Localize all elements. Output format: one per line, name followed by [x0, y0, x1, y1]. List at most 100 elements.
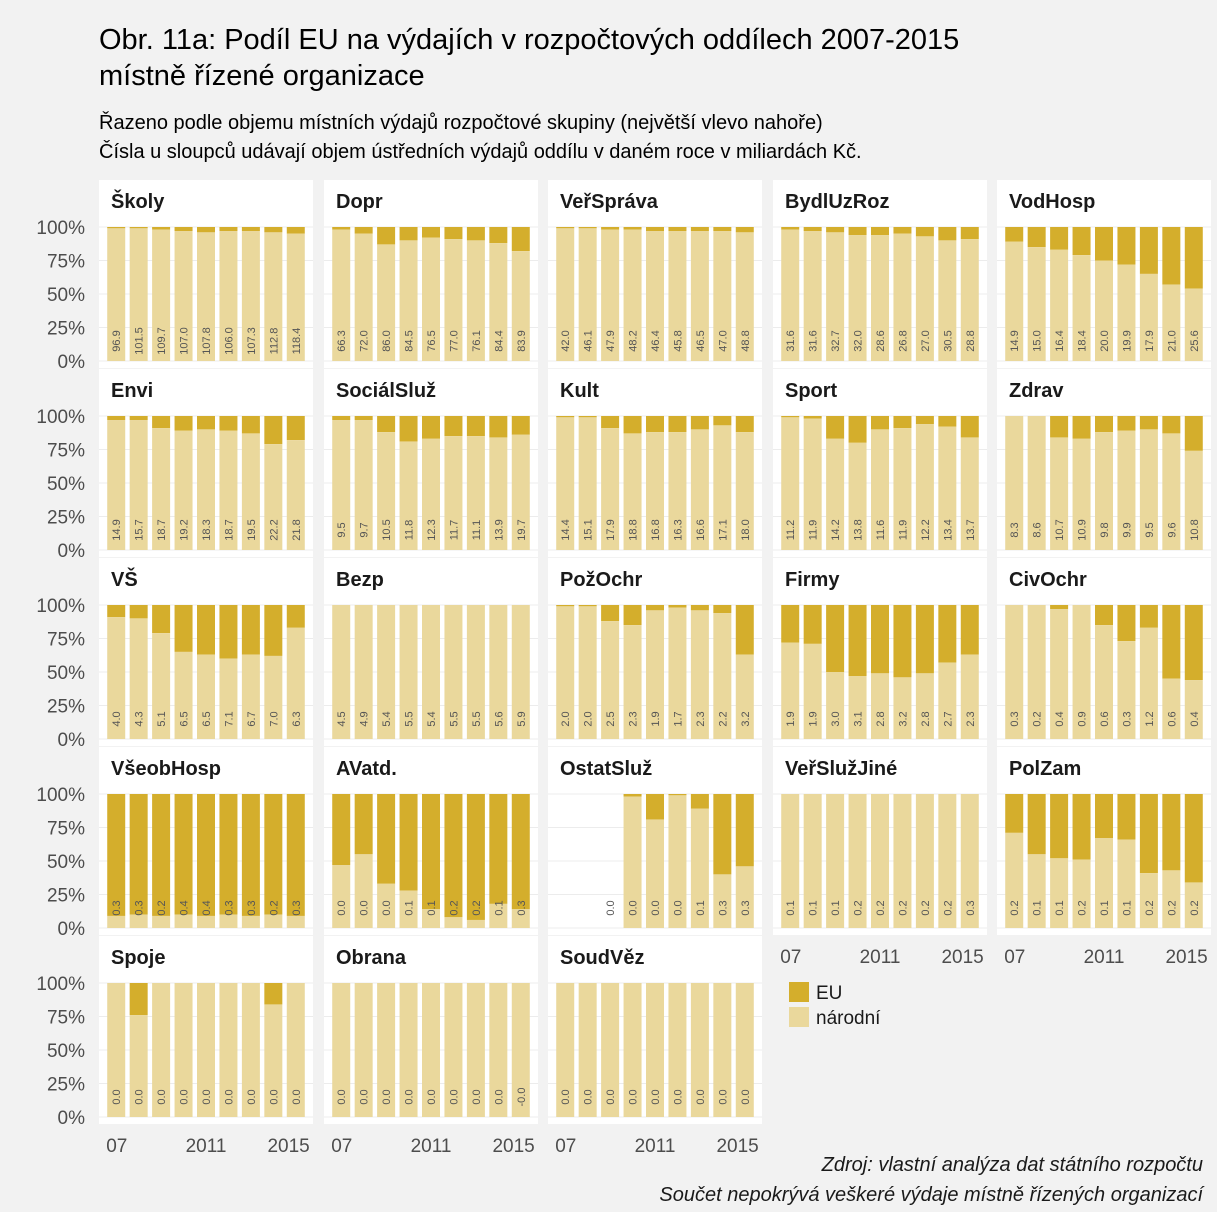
bar-narodni [377, 605, 396, 739]
bar-value-label: 76.5 [426, 330, 438, 351]
bar-eu [377, 794, 396, 884]
bar-narodni [107, 420, 126, 550]
bar-narodni [578, 228, 597, 361]
bar-narodni [422, 237, 440, 361]
bar-value-label: 16.8 [650, 519, 662, 540]
bar-value-label: 9.5 [336, 522, 348, 537]
bar-narodni [735, 654, 754, 739]
bar-eu [668, 416, 687, 433]
bar-narodni [264, 914, 283, 928]
bar-narodni [107, 915, 126, 928]
bar-narodni [354, 420, 373, 550]
bar-narodni [960, 794, 979, 928]
panel-strip [99, 180, 313, 220]
bar-eu [354, 227, 373, 234]
bar-value-label: 25.6 [1189, 330, 1201, 351]
bar-eu [1117, 227, 1136, 265]
bar-value-label: 19.2 [179, 519, 191, 540]
bar-value-label: 0.2 [1166, 900, 1178, 915]
bar-eu [1095, 794, 1113, 839]
bar-value-label: 0.0 [291, 1089, 303, 1104]
bar-value-label: 0.1 [404, 900, 416, 915]
bar-eu [1050, 794, 1069, 859]
bar-value-label: 14.4 [560, 519, 572, 540]
x-tick-label: 07 [555, 1136, 576, 1157]
bar-eu [781, 227, 800, 230]
bar-value-label: 0.0 [628, 1089, 640, 1104]
bar-value-label: 0.2 [1077, 900, 1089, 915]
bar-value-label: 0.9 [1077, 711, 1089, 726]
bar-value-label: 0.0 [717, 1089, 729, 1104]
bar-narodni [264, 1004, 283, 1117]
chart-title-line1: Obr. 11a: Podíl EU na výdajích v rozpočt… [99, 24, 959, 56]
bar-narodni [915, 236, 934, 361]
bar-narodni [735, 983, 754, 1117]
caption-note: Součet nepokrývá veškeré výdaje místně ř… [659, 1184, 1205, 1206]
bar-eu [1184, 794, 1203, 883]
bar-eu [152, 794, 171, 916]
bar-value-label: 5.5 [404, 711, 416, 726]
bar-eu [286, 227, 305, 234]
bar-eu [871, 227, 889, 236]
x-tick-label: 2011 [635, 1136, 676, 1157]
bar-narodni [556, 983, 575, 1117]
bar-narodni [871, 794, 889, 928]
bar-value-label: 0.2 [1032, 711, 1044, 726]
bar-value-label: 0.1 [785, 900, 797, 915]
bar-value-label: 27.0 [920, 330, 932, 351]
bar-value-label: 112.8 [268, 328, 280, 355]
bar-narodni [960, 437, 979, 550]
bar-narodni [1162, 284, 1181, 361]
bar-narodni [668, 432, 687, 550]
bar-narodni [286, 233, 305, 361]
panel-title: Obrana [336, 947, 407, 969]
bar-value-label: 0.0 [359, 900, 371, 915]
bar-eu [893, 605, 912, 678]
bar-narodni [219, 658, 238, 739]
bar-eu [197, 227, 215, 233]
bar-value-label: 0.1 [493, 900, 505, 915]
y-tick-label: 0% [58, 541, 86, 562]
bar-narodni [1027, 854, 1046, 928]
bar-eu [578, 416, 597, 418]
bar-eu [690, 794, 709, 809]
bar-narodni [578, 606, 597, 739]
bar-value-label: 11.9 [808, 520, 820, 541]
bar-value-label: 2.8 [920, 711, 932, 726]
bar-narodni [623, 433, 642, 550]
bar-eu [735, 605, 754, 655]
panel-Firmy: Firmy 1.9 1.9 3.0 3.1 2.8 3.2 2.8 2.7 2.3 [773, 558, 987, 746]
bar-eu [332, 794, 351, 866]
bar-eu [1072, 227, 1091, 256]
bar-narodni [152, 633, 171, 739]
bar-value-label: 0.6 [1166, 711, 1178, 726]
bar-eu [241, 605, 260, 655]
bar-narodni [871, 235, 889, 361]
panel-Dopr: Dopr 66.3 72.0 86.0 84.5 76.5 77.0 76.1 84.4 83.9 [324, 180, 538, 368]
bar-value-label: 0.4 [201, 900, 213, 915]
bar-eu [129, 605, 148, 619]
bar-eu [466, 416, 485, 437]
bar-eu [960, 605, 979, 655]
bar-value-label: 3.0 [830, 711, 842, 726]
bar-narodni [601, 229, 620, 361]
bar-eu [1139, 227, 1158, 274]
bar-narodni [623, 796, 642, 928]
panel-title: VeřSlužJiné [785, 758, 897, 780]
bar-narodni [646, 983, 664, 1117]
bar-value-label: 9.8 [1099, 522, 1111, 537]
bar-value-label: 118.4 [291, 328, 303, 355]
bar-eu [286, 605, 305, 628]
bar-eu [1072, 416, 1091, 439]
bar-narodni [152, 915, 171, 928]
bar-narodni [129, 618, 148, 739]
bar-narodni [668, 607, 687, 739]
bar-eu [938, 416, 957, 427]
bar-value-label: 3.1 [853, 711, 865, 726]
bar-eu [848, 416, 867, 443]
panel-strip [548, 747, 762, 787]
panel-strip [997, 369, 1211, 409]
bar-narodni [511, 909, 530, 928]
bar-narodni [826, 232, 845, 361]
